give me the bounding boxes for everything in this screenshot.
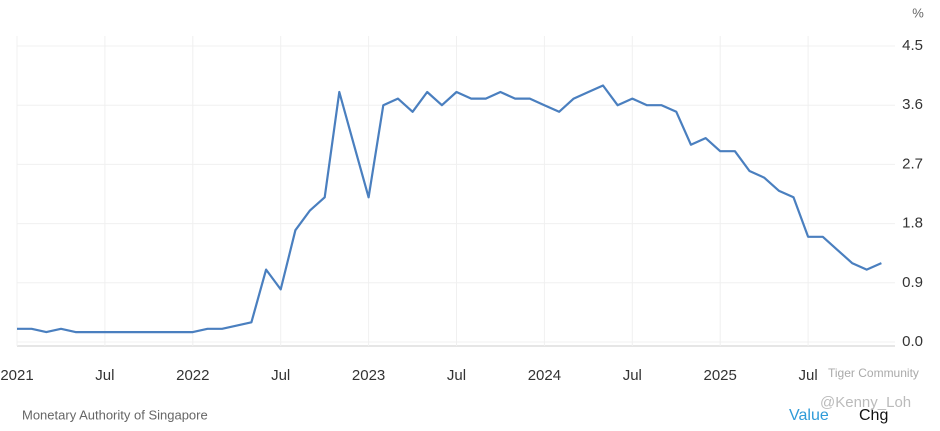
y-tick-label: 3.6 (902, 96, 923, 113)
y-tick-label: 0.0 (902, 333, 923, 350)
unit-label: % (912, 5, 924, 20)
x-tick-label: 2021 (0, 367, 33, 384)
y-tick-label: 2.7 (902, 155, 923, 172)
y-tick-label: 4.5 (902, 37, 923, 54)
x-tick-label: Jul (447, 367, 466, 384)
x-tick-label: Jul (799, 367, 818, 384)
x-tick-label: 2024 (528, 367, 561, 384)
x-tick-label: 2025 (704, 367, 737, 384)
y-tick-label: 0.9 (902, 274, 923, 291)
x-tick-label: Jul (95, 367, 114, 384)
x-tick-label: 2023 (352, 367, 385, 384)
watermark: @Kenny_Loh (820, 394, 911, 411)
y-tick-label: 1.8 (902, 215, 923, 232)
x-tick-label: 2022 (176, 367, 209, 384)
chg-button[interactable]: Chg (859, 407, 888, 424)
line-series (17, 84, 882, 334)
x-tick-label: Jul (271, 367, 290, 384)
source: Monetary Authority of Singapore (22, 407, 208, 422)
watermark: Tiger Community (828, 366, 919, 380)
value-button[interactable]: Value (789, 407, 829, 424)
x-tick-label: Jul (623, 367, 642, 384)
